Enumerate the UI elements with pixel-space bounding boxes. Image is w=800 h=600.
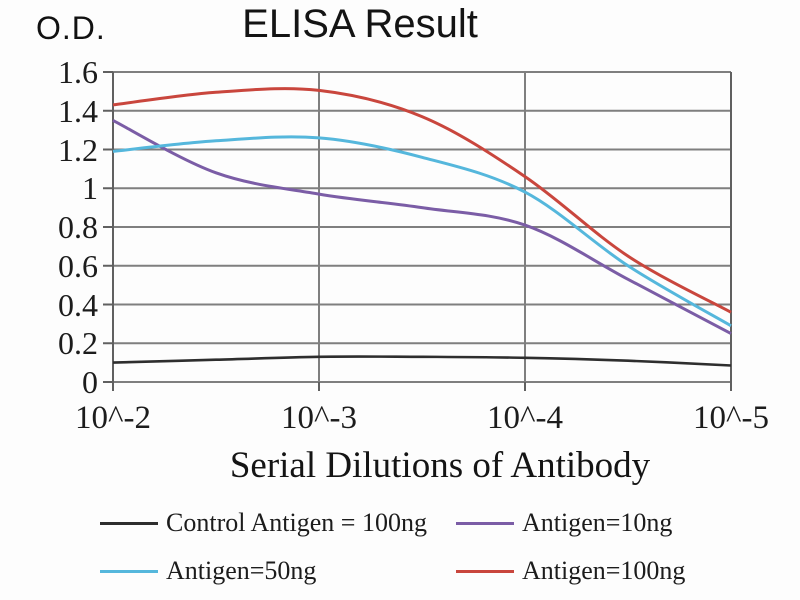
y-tick-label-1.2: 1.2	[58, 131, 98, 168]
legend-label: Antigen=100ng	[522, 556, 686, 585]
legend-item-control-antigen-100ng: Control Antigen = 100ng	[100, 508, 456, 538]
legend-item-antigen-10ng: Antigen=10ng	[456, 508, 740, 538]
series-line-antigen-50ng	[112, 135, 732, 328]
legend-item-antigen-50ng: Antigen=50ng	[100, 556, 456, 586]
series-line-antigen-100ng	[112, 87, 732, 314]
legend-label: Antigen=10ng	[522, 508, 673, 537]
legend: Control Antigen = 100ng Antigen=10ng Antig…	[100, 508, 740, 586]
chart-title: ELISA Result	[242, 2, 478, 46]
legend-line-swatch	[456, 569, 514, 573]
y-tick-label-0.6: 0.6	[58, 247, 98, 284]
legend-line-swatch	[100, 569, 158, 573]
y-axis-unit-label: O.D.	[36, 10, 106, 46]
legend-line-swatch	[456, 521, 514, 525]
y-tick-label-1.6: 1.6	[58, 54, 98, 90]
x-axis-title: Serial Dilutions of Antibody	[229, 445, 651, 486]
y-tick-label-0.8: 0.8	[58, 209, 98, 245]
y-tick-label-0.4: 0.4	[58, 286, 98, 323]
series-line-control-antigen-100ng	[112, 355, 732, 367]
y-tick-label-1: 1	[82, 170, 98, 207]
legend-label: Antigen=50ng	[166, 556, 317, 585]
series-line-antigen-10ng	[112, 119, 732, 335]
x-tick-label-10-3: 10^-3	[281, 400, 357, 436]
x-tick-label-10-2: 10^-2	[75, 400, 151, 436]
legend-label: Control Antigen = 100ng	[166, 508, 427, 537]
y-tick-label-0.2: 0.2	[58, 325, 98, 362]
x-tick-label-10-4: 10^-4	[487, 400, 563, 436]
legend-line-swatch	[100, 521, 158, 525]
x-tick-label-10-5: 10^-5	[693, 400, 769, 436]
y-tick-label-0: 0	[82, 364, 98, 400]
y-tick-label-1.4: 1.4	[58, 92, 98, 129]
legend-item-antigen-100ng: Antigen=100ng	[456, 556, 740, 586]
